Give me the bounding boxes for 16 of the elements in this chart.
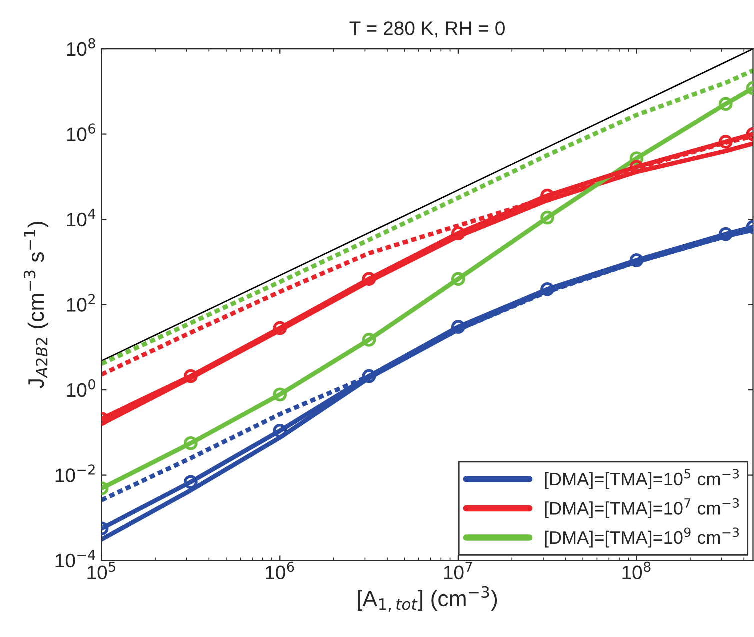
- legend-label: [DMA]=[TMA]=10$^{5}$ cm$^{−3}$: [545, 469, 740, 490]
- y-tick-label: 10$^{4}$: [67, 209, 96, 227]
- legend-label: [DMA]=[TMA]=10$^{9}$ cm$^{−3}$: [545, 528, 740, 548]
- x-tick-label: 10$^{5}$: [88, 562, 116, 580]
- y-tick-label: 10$^{8}$: [67, 38, 96, 56]
- legend-label: [DMA]=[TMA]=10$^{7}$ cm$^{−3}$: [545, 498, 740, 518]
- y-tick-label: 10$^{0}$: [67, 379, 96, 398]
- chart-title: T = 280 K, RH = 0: [350, 22, 505, 38]
- x-tick-label: 10$^{6}$: [266, 562, 294, 580]
- y-axis-title: J$_{A2B2}$ (cm$^{−3}$ s$^{−1}$): [24, 222, 49, 389]
- y-tick-label: 10$^{−2}$: [56, 464, 95, 482]
- x-tick-label: 10$^{8}$: [622, 562, 651, 580]
- y-tick-label: 10$^{2}$: [67, 294, 95, 312]
- x-tick-label: 10$^{7}$: [444, 562, 472, 580]
- y-tick-label: 10$^{6}$: [67, 124, 96, 142]
- x-axis-title: [A$_{1,tot}$] (cm$^{−3}$): [358, 586, 498, 612]
